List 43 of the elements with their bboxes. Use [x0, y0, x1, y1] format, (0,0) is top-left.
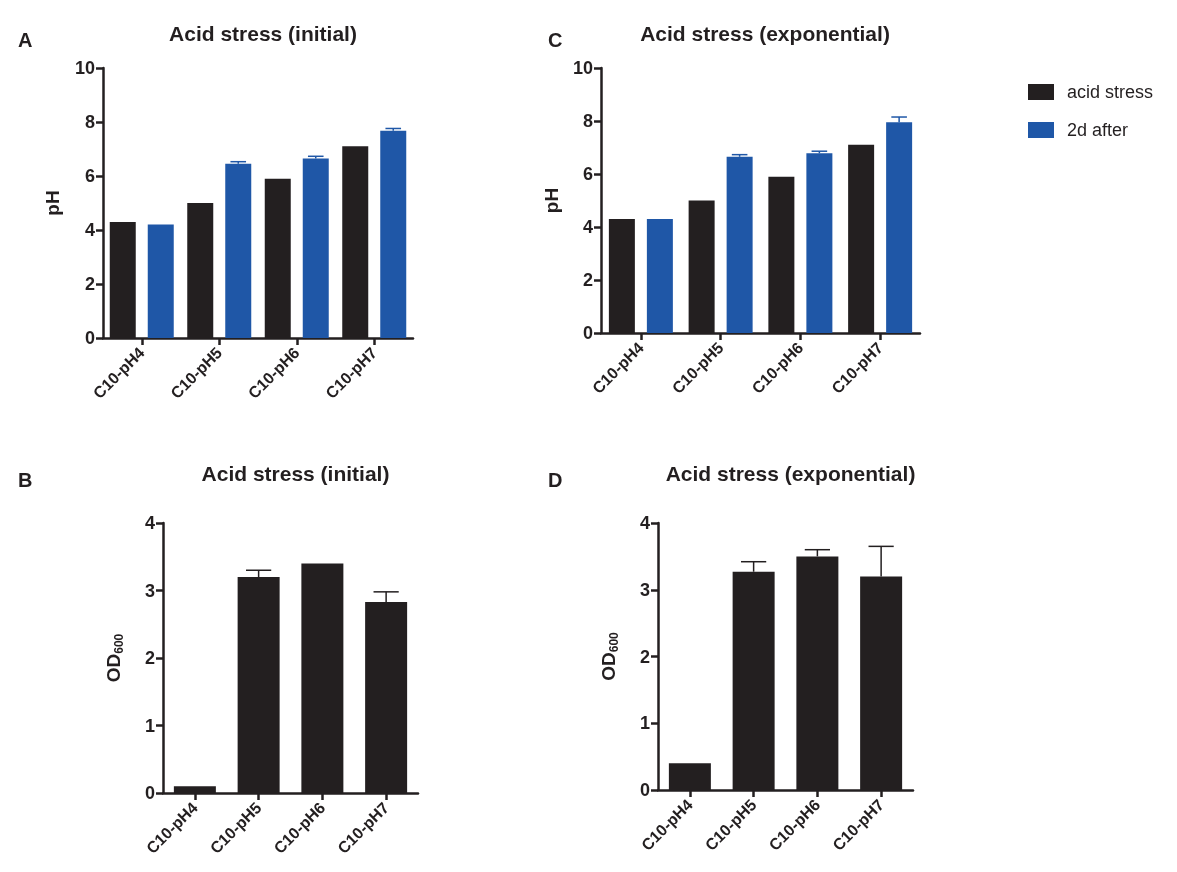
y-tick-label: 2 [144, 648, 155, 668]
y-axis-title: pH [41, 190, 63, 216]
y-tick-label: 8 [582, 111, 593, 131]
y-tick-label: 10 [572, 58, 593, 78]
y-tick-label: 3 [144, 580, 155, 601]
y-tick-label: 4 [582, 217, 593, 237]
y-tick-label: 1 [144, 715, 155, 736]
y-tick-label: 0 [84, 328, 95, 348]
y-tick-label: 6 [84, 166, 95, 186]
y-tick-label: 4 [84, 220, 95, 240]
bar [646, 219, 673, 333]
y-tick-label: 4 [144, 513, 155, 533]
y-tick-label: 4 [639, 513, 650, 533]
bar [726, 156, 753, 333]
legend-label: acid stress [1066, 82, 1153, 102]
y-axis-title: OD600 [597, 631, 621, 681]
bar [302, 158, 329, 338]
legend-label: 2d after [1066, 120, 1129, 140]
bar [806, 153, 833, 333]
bar [380, 130, 407, 338]
y-tick-label: 2 [84, 274, 95, 294]
y-tick-label: 0 [639, 780, 650, 800]
text: C [548, 29, 563, 51]
y-tick-label: 6 [582, 164, 593, 184]
bar [147, 224, 174, 338]
y-tick-label: 8 [84, 112, 95, 132]
y-tick-label: 10 [74, 58, 95, 78]
y-tick-label: 1 [639, 713, 650, 734]
chart-title: Acid stress (initial) [201, 462, 390, 485]
text: D [548, 469, 563, 491]
text: A [18, 29, 33, 51]
chart-title: Acid stress (exponential) [640, 22, 890, 45]
y-tick-label: 2 [582, 270, 593, 290]
bar [886, 122, 913, 333]
y-tick-label: 3 [639, 579, 650, 600]
bar [225, 163, 252, 338]
text: B [18, 469, 33, 491]
chart-title: Acid stress (exponential) [665, 462, 916, 485]
y-axis-title: pH [540, 187, 562, 214]
chart-title: Acid stress (initial) [169, 22, 357, 45]
y-tick-label: 2 [639, 646, 650, 667]
y-tick-label: 0 [144, 783, 155, 803]
y-tick-label: 0 [582, 323, 593, 343]
